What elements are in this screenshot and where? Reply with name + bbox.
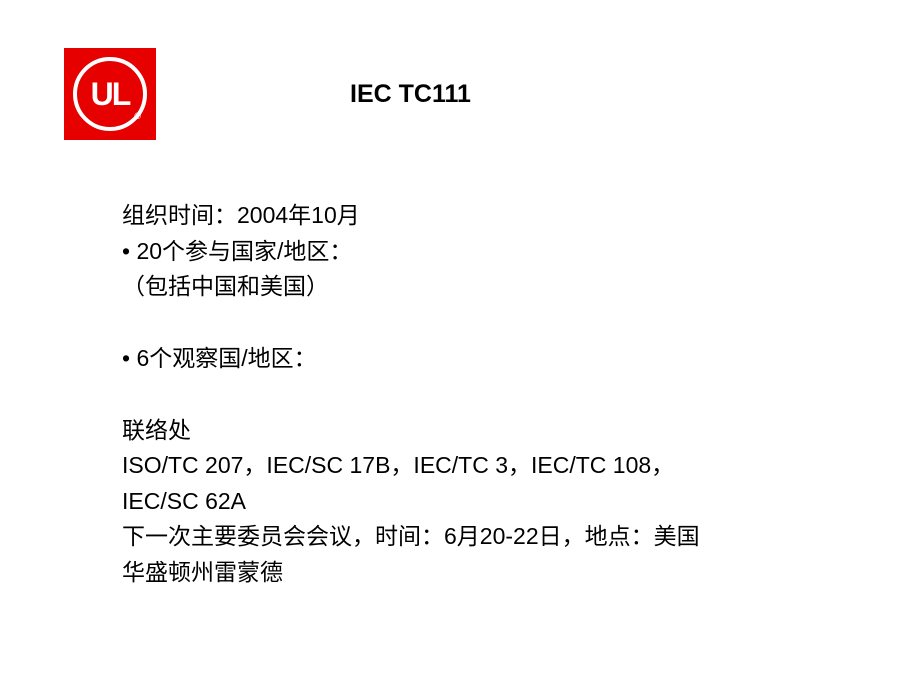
ul-logo: UL ® — [64, 48, 156, 140]
next-meeting-2: 华盛顿州雷蒙德 — [122, 555, 900, 591]
liaison-heading: 联络处 — [122, 413, 900, 449]
liaison-list-1: ISO/TC 207，IEC/SC 17B，IEC/TC 3，IEC/TC 10… — [122, 448, 900, 484]
ul-logo-registered: ® — [134, 111, 141, 121]
observer-countries: • 6个观察国/地区： — [122, 341, 900, 377]
participating-countries: • 20个参与国家/地区： — [122, 234, 900, 270]
next-meeting-1: 下一次主要委员会会议，时间：6月20-22日，地点：美国 — [122, 519, 900, 555]
content-block: 组织时间：2004年10月 • 20个参与国家/地区： （包括中国和美国） • … — [122, 198, 900, 591]
ul-logo-circle: UL ® — [73, 57, 147, 131]
participating-note: （包括中国和美国） — [122, 269, 900, 305]
org-time: 组织时间：2004年10月 — [122, 198, 900, 234]
liaison-list-2: IEC/SC 62A — [122, 484, 900, 520]
page-title: IEC TC111 — [350, 80, 471, 109]
ul-logo-text: UL — [91, 76, 130, 113]
